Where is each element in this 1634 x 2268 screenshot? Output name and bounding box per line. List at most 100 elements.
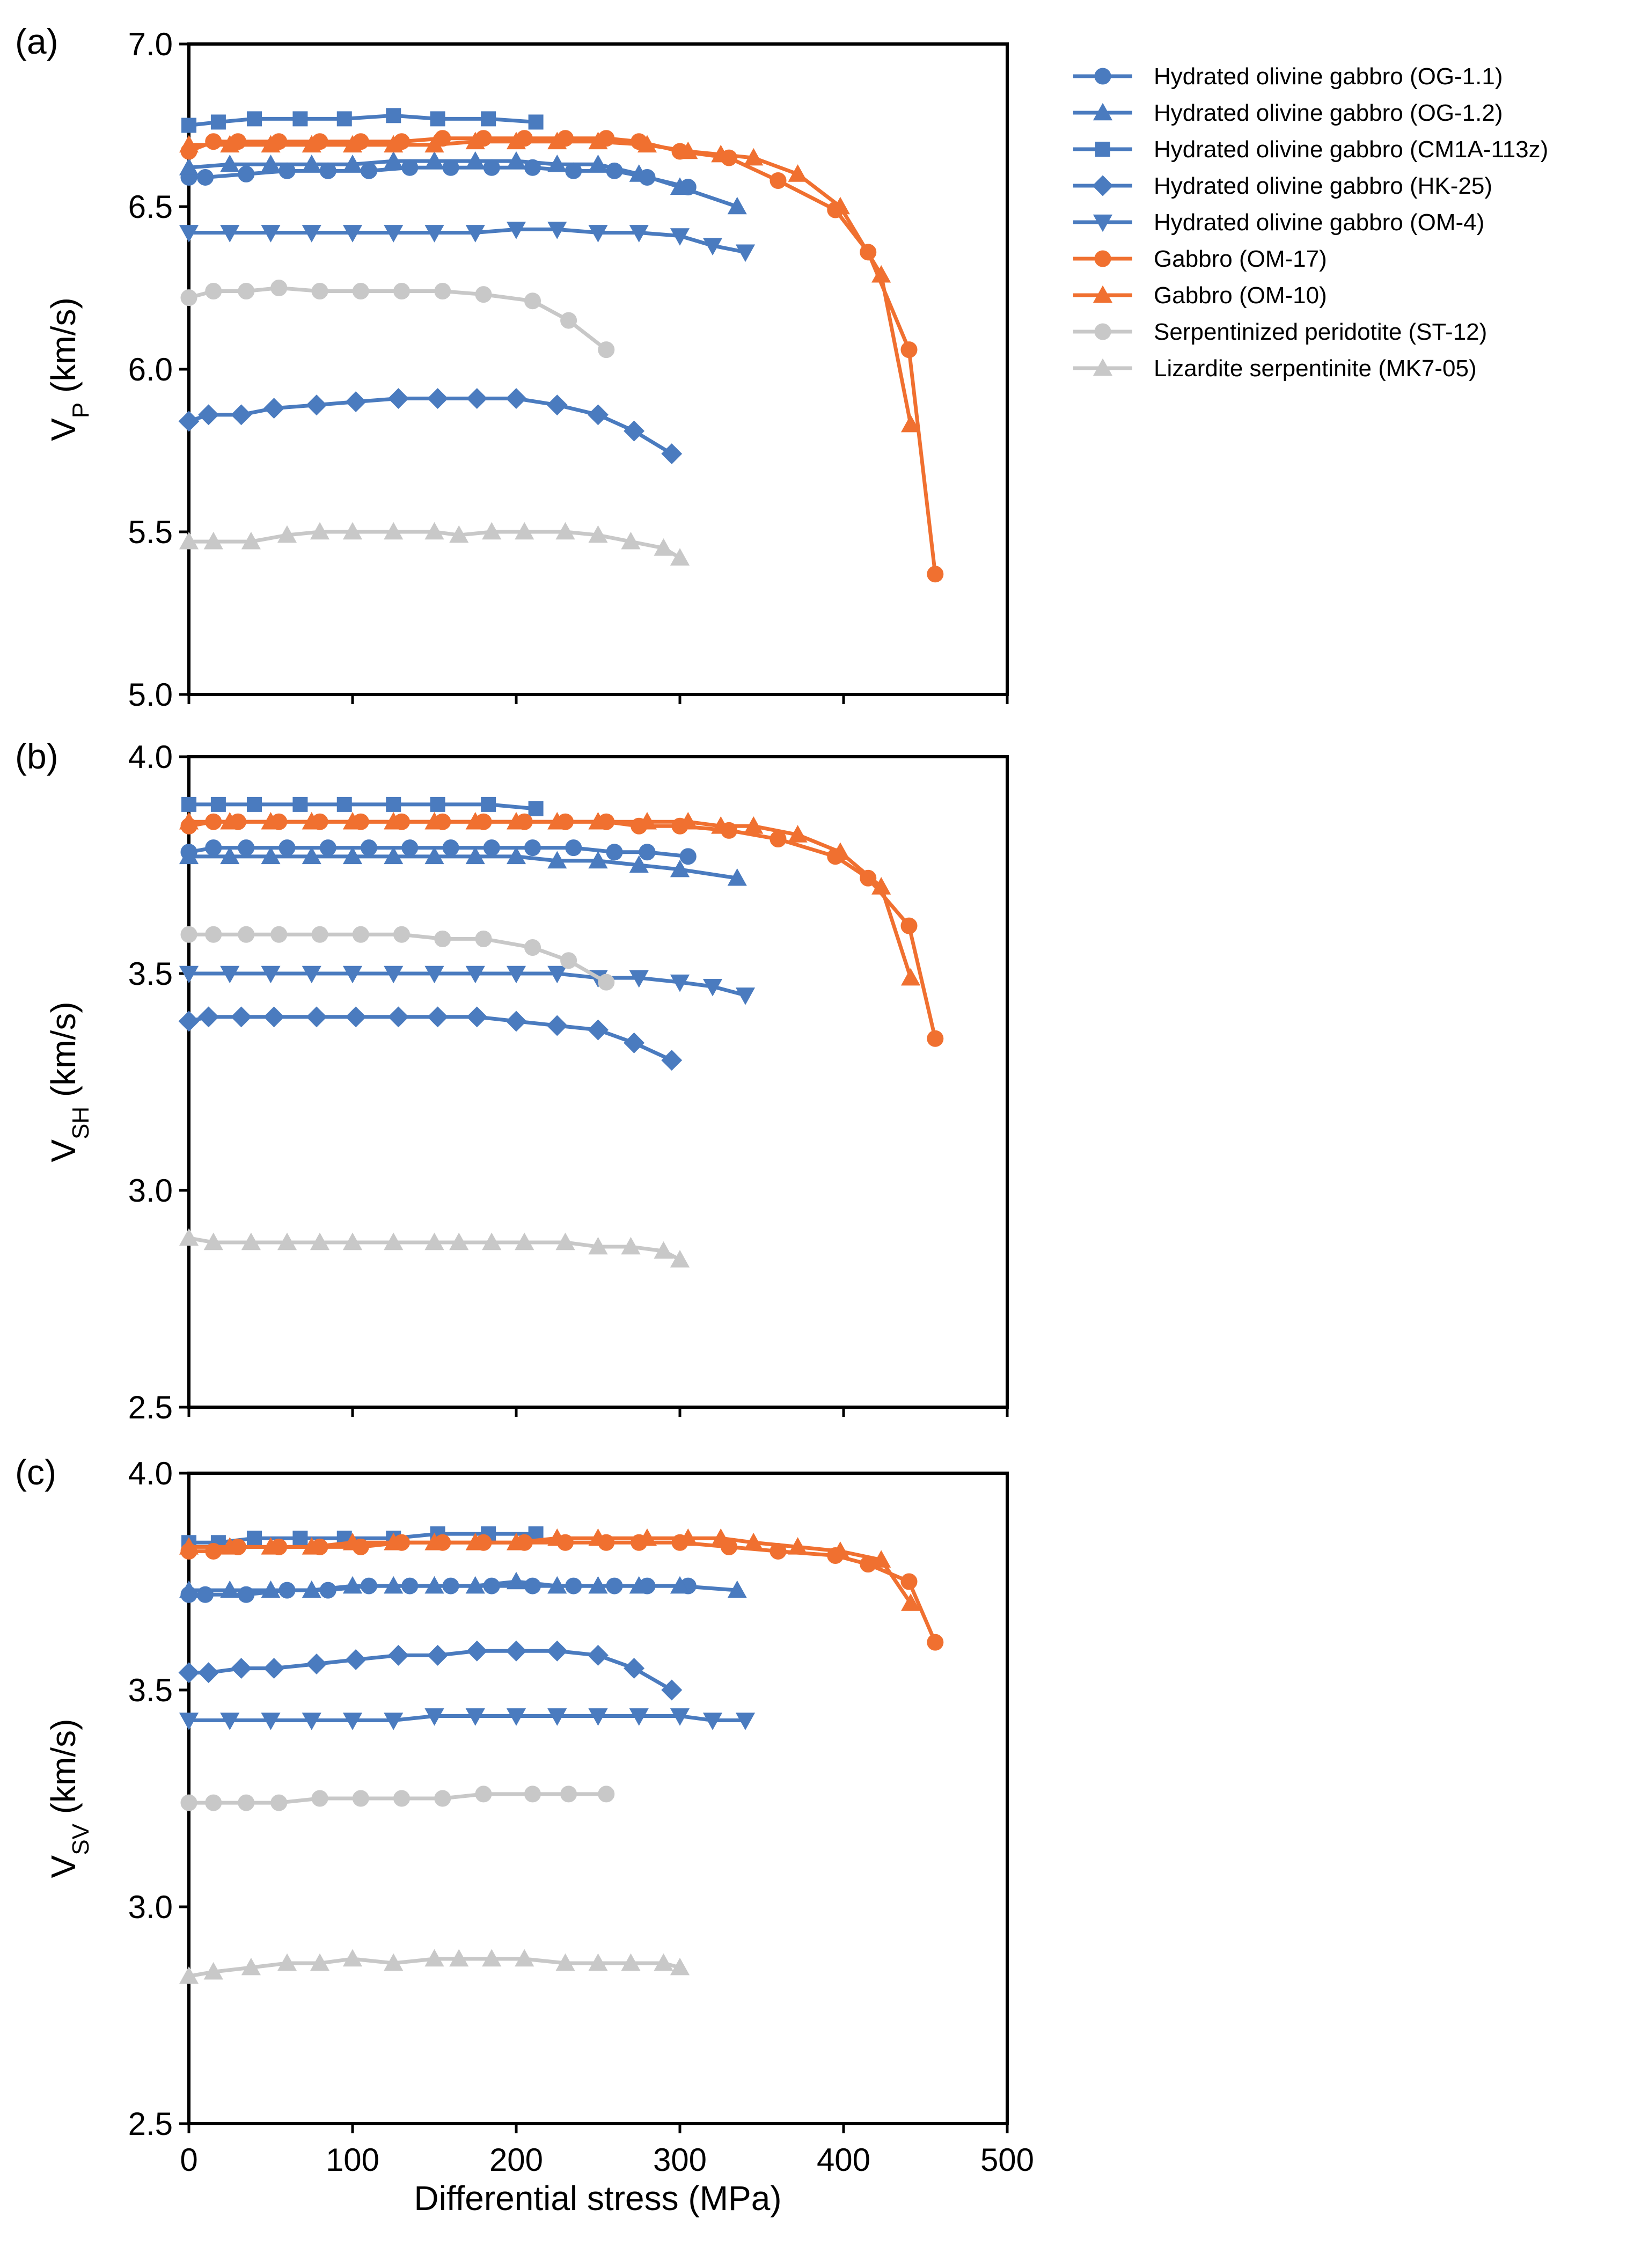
data-point [384, 151, 404, 169]
data-point [345, 1006, 367, 1028]
data-point [546, 1640, 568, 1662]
series-c-lizardite-serpentinite-mk7-05 [179, 1949, 690, 1984]
data-point [637, 811, 657, 830]
legend-item-gabbro-om-10: Gabbro (OM-10) [1073, 282, 1327, 309]
panel-label-b: (b) [15, 736, 58, 776]
legend-item-hydrated-olivine-gabbro-cm1a-113z: Hydrated olivine gabbro (CM1A-113z) [1073, 136, 1548, 163]
data-point [210, 796, 226, 812]
data-point [588, 1528, 608, 1546]
data-point [670, 177, 690, 195]
series-a-serpentinized-peridotite-st-12 [180, 280, 615, 359]
data-point [384, 811, 404, 830]
data-point [424, 846, 444, 865]
series-line [188, 1236, 681, 1262]
legend-item-gabbro-om-17: Gabbro (OM-17) [1073, 246, 1327, 272]
data-point [270, 1794, 288, 1811]
series-a-lizardite-serpentinite-mk7-05 [179, 522, 690, 566]
data-point [342, 1576, 363, 1594]
data-point [505, 388, 527, 409]
data-point [205, 839, 222, 857]
data-point [210, 114, 226, 130]
data-point [506, 811, 526, 830]
data-point [588, 1019, 609, 1041]
data-point [424, 225, 444, 243]
data-point [427, 1644, 449, 1666]
data-point [310, 1232, 330, 1250]
data-point [515, 1232, 534, 1250]
data-point [342, 1713, 363, 1730]
data-point [547, 154, 567, 172]
data-point [547, 851, 567, 869]
data-point [386, 796, 401, 812]
data-point [588, 1953, 608, 1971]
data-point [770, 172, 787, 189]
data-point [180, 926, 197, 943]
data-point [424, 522, 444, 540]
data-point [702, 1713, 723, 1730]
data-point [352, 926, 369, 943]
data-point [302, 135, 321, 153]
data-point [449, 1232, 469, 1250]
data-point [482, 1949, 502, 1967]
data-point [661, 1050, 683, 1071]
data-point [661, 1679, 683, 1701]
data-point [342, 135, 363, 153]
data-point [247, 111, 262, 127]
data-point [788, 825, 808, 843]
series-b-hydrated-olivine-gabbro-og-1-1 [180, 839, 697, 865]
data-point [524, 292, 541, 310]
data-point [670, 859, 690, 877]
series-c-hydrated-olivine-gabbro-og-1-2 [179, 1571, 747, 1598]
legend-marker [1094, 68, 1111, 85]
data-point [727, 1580, 747, 1598]
data-point [465, 1533, 485, 1550]
data-point [560, 952, 577, 969]
data-point [466, 388, 488, 409]
legend-label: Hydrated olivine gabbro (OG-1.2) [1154, 100, 1503, 126]
data-point [197, 169, 214, 186]
legend-marker [1093, 214, 1113, 232]
data-point [203, 1232, 223, 1250]
data-point [735, 987, 756, 1005]
data-point [277, 525, 297, 543]
ytick-label-c: 4.0 [128, 1455, 173, 1491]
data-point [203, 1962, 223, 1980]
data-point [505, 1011, 527, 1032]
legend-item-hydrated-olivine-gabbro-og-1-1: Hydrated olivine gabbro (OG-1.1) [1073, 63, 1503, 90]
data-point [927, 566, 944, 583]
data-point [598, 341, 615, 359]
data-point [466, 1640, 488, 1662]
data-point [220, 965, 240, 984]
data-point [179, 1580, 199, 1598]
data-point [506, 222, 526, 239]
data-point [277, 1953, 297, 1971]
legend-label: Serpentinized peridotite (ST-12) [1154, 319, 1487, 345]
data-point [624, 1032, 645, 1053]
data-point [555, 1953, 575, 1971]
data-point [465, 1708, 485, 1726]
data-point [546, 1015, 568, 1036]
data-point [302, 154, 321, 172]
data-point [198, 1006, 219, 1028]
data-point [598, 974, 615, 991]
data-point [475, 930, 492, 947]
data-point [261, 846, 281, 865]
data-point [661, 443, 683, 465]
series-line [189, 530, 681, 560]
data-point [727, 196, 747, 215]
data-point [205, 926, 222, 943]
series-line [189, 140, 913, 425]
data-point [711, 1528, 731, 1546]
data-point [506, 151, 526, 169]
data-point [220, 1537, 240, 1555]
data-point [261, 154, 281, 172]
ytick-label-c: 3.5 [128, 1672, 173, 1708]
data-point [393, 1790, 410, 1807]
legend-marker [1094, 250, 1111, 267]
data-point [465, 131, 485, 150]
legend-label: Hydrated olivine gabbro (HK-25) [1154, 173, 1492, 199]
data-point [342, 1232, 363, 1250]
series-a-hydrated-olivine-gabbro-hk-25 [178, 388, 683, 465]
data-point [606, 844, 623, 861]
data-point [261, 225, 281, 243]
